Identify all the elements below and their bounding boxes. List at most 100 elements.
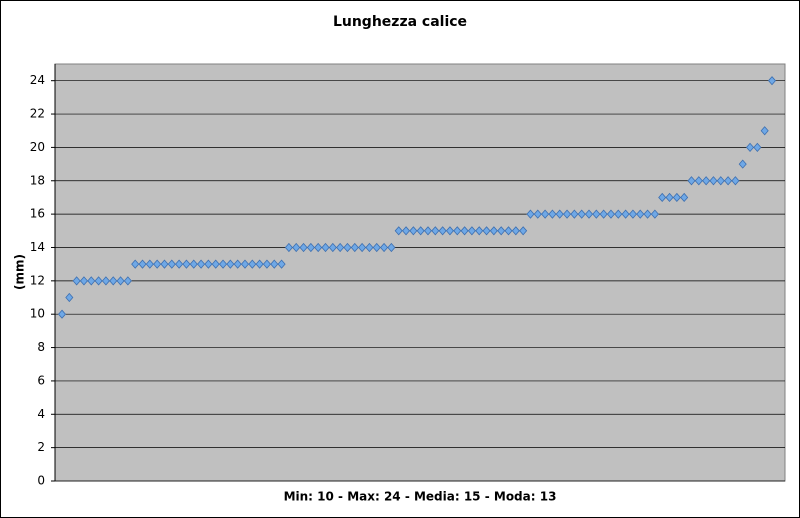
y-tick-label: 20 bbox=[30, 140, 45, 154]
marker bbox=[687, 176, 696, 186]
marker bbox=[218, 259, 228, 269]
marker bbox=[460, 226, 469, 236]
marker bbox=[563, 209, 572, 219]
marker bbox=[328, 242, 337, 253]
marker bbox=[650, 209, 659, 219]
marker bbox=[533, 209, 542, 219]
marker bbox=[709, 176, 718, 186]
marker bbox=[680, 192, 689, 203]
marker bbox=[702, 176, 711, 186]
y-tick-label: 4 bbox=[37, 407, 45, 421]
marker bbox=[614, 209, 623, 219]
marker bbox=[284, 242, 293, 253]
marker bbox=[504, 226, 513, 236]
marker bbox=[416, 226, 425, 236]
marker bbox=[592, 209, 601, 219]
marker bbox=[57, 309, 67, 319]
marker bbox=[453, 226, 462, 236]
marker bbox=[658, 192, 667, 203]
marker bbox=[387, 242, 396, 253]
marker bbox=[380, 242, 389, 253]
marker bbox=[694, 176, 703, 186]
marker bbox=[643, 209, 652, 219]
marker bbox=[760, 126, 769, 136]
marker bbox=[555, 209, 564, 219]
marker bbox=[365, 242, 374, 253]
marker bbox=[636, 209, 645, 219]
marker bbox=[767, 76, 777, 86]
y-tick-label: 0 bbox=[37, 474, 45, 488]
y-tick-label: 2 bbox=[37, 440, 45, 454]
marker bbox=[606, 209, 616, 219]
marker bbox=[409, 226, 418, 236]
marker bbox=[336, 242, 345, 253]
y-tick-label: 16 bbox=[30, 207, 45, 221]
x-axis-title: Min: 10 - Max: 24 - Media: 15 - Moda: 13 bbox=[284, 490, 557, 504]
marker bbox=[724, 176, 733, 186]
marker bbox=[292, 242, 301, 253]
marker bbox=[211, 259, 220, 269]
y-tick-label: 14 bbox=[30, 240, 45, 254]
y-tick-label: 18 bbox=[30, 173, 45, 187]
marker bbox=[189, 259, 198, 269]
marker bbox=[182, 259, 191, 269]
marker bbox=[475, 226, 484, 236]
marker bbox=[240, 259, 250, 269]
y-tick-label: 24 bbox=[30, 73, 45, 87]
marker bbox=[497, 226, 506, 236]
marker bbox=[233, 259, 242, 269]
marker bbox=[738, 159, 747, 169]
marker bbox=[65, 292, 74, 303]
marker bbox=[665, 192, 674, 203]
marker bbox=[431, 226, 440, 236]
marker bbox=[394, 226, 403, 236]
y-tick-label: 22 bbox=[30, 107, 45, 121]
marker bbox=[350, 242, 359, 253]
marker bbox=[262, 259, 271, 269]
marker bbox=[160, 259, 169, 269]
marker bbox=[467, 226, 476, 236]
marker bbox=[438, 226, 447, 236]
y-axis-title: (mm) bbox=[13, 254, 27, 290]
marker bbox=[145, 259, 154, 269]
marker bbox=[584, 209, 594, 219]
marker bbox=[79, 276, 88, 286]
marker bbox=[372, 242, 381, 253]
marker bbox=[672, 192, 681, 203]
marker bbox=[511, 226, 520, 236]
marker bbox=[548, 209, 557, 219]
marker bbox=[343, 242, 352, 253]
chart-title: Lunghezza calice bbox=[333, 14, 467, 30]
marker bbox=[116, 276, 125, 286]
marker bbox=[101, 276, 110, 286]
marker bbox=[167, 259, 176, 269]
marker bbox=[570, 209, 579, 219]
marker bbox=[131, 259, 140, 269]
marker bbox=[255, 259, 264, 269]
marker bbox=[526, 209, 535, 219]
marker bbox=[109, 276, 118, 286]
marker bbox=[541, 209, 550, 219]
plot-area bbox=[54, 63, 786, 482]
marker bbox=[628, 209, 637, 219]
marker bbox=[248, 259, 257, 269]
marker bbox=[445, 226, 454, 236]
marker bbox=[599, 209, 608, 219]
marker bbox=[299, 242, 308, 253]
marker bbox=[175, 259, 184, 269]
marker bbox=[753, 142, 762, 153]
marker bbox=[489, 226, 498, 236]
marker bbox=[72, 276, 81, 286]
y-tick-label: 8 bbox=[37, 340, 45, 354]
marker bbox=[226, 259, 235, 269]
marker bbox=[197, 259, 206, 269]
marker bbox=[519, 226, 528, 236]
marker bbox=[87, 276, 96, 286]
marker bbox=[94, 276, 103, 286]
marker bbox=[482, 226, 491, 236]
marker bbox=[423, 226, 433, 236]
y-tick-label: 6 bbox=[37, 373, 45, 387]
y-tick-label: 12 bbox=[30, 273, 45, 287]
marker bbox=[621, 209, 630, 219]
